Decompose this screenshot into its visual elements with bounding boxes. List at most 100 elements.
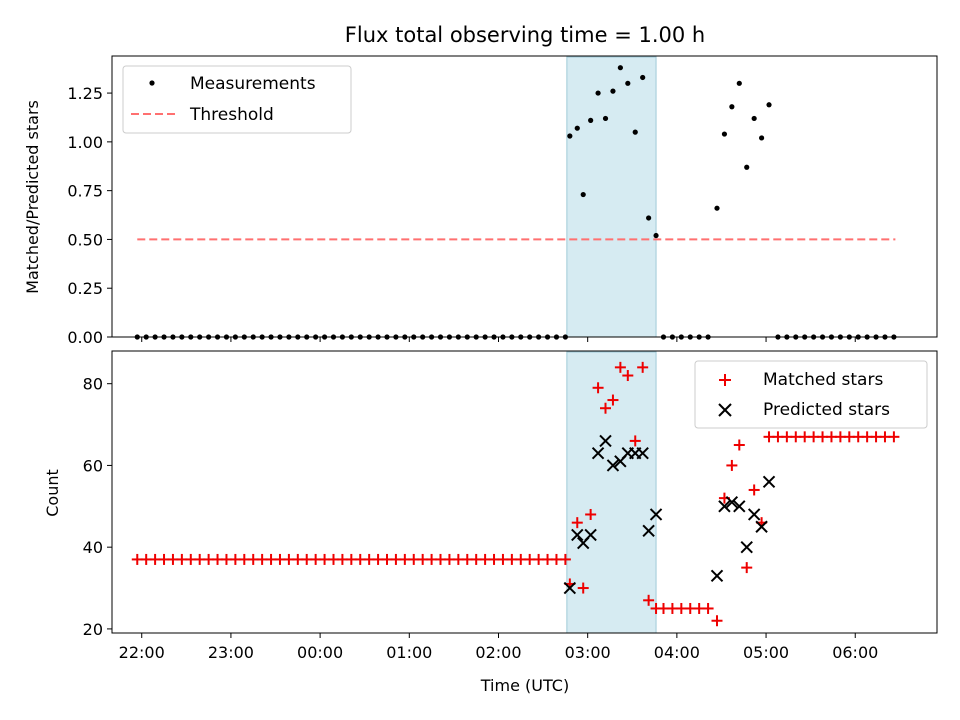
matched-point (702, 602, 714, 614)
matched-point (733, 439, 745, 451)
measurement-point (588, 117, 594, 123)
predicted-point (606, 459, 620, 472)
predicted-point (563, 581, 577, 595)
matched-point (600, 402, 612, 414)
top-y-tick-label: 0.00 (67, 328, 103, 347)
measurement-point (595, 90, 601, 96)
matched-point (711, 615, 723, 627)
predicted-point (733, 500, 746, 513)
matched-point (559, 553, 571, 565)
measurement-point (580, 191, 586, 198)
top-y-tick-label: 1.25 (67, 84, 103, 103)
top-legend: Measurements Threshold (122, 65, 352, 134)
measurement-point (625, 80, 631, 86)
legend-predicted-label: Predicted stars (763, 400, 890, 420)
predicted-point (740, 540, 753, 554)
bottom-y-tick-label: 20 (83, 620, 103, 639)
legend-measurements-label: Measurements (190, 74, 316, 94)
matched-point (637, 361, 649, 373)
bottom-y-tick-label: 80 (83, 375, 103, 394)
chart-title: Flux total observing time = 1.00 h (345, 23, 705, 47)
legend-matched-marker (719, 374, 731, 386)
measurement-point (567, 133, 573, 139)
legend-threshold-label: Threshold (189, 105, 274, 125)
x-tick-label: 01:00 (386, 643, 432, 662)
measurement-point (766, 102, 772, 108)
legend-measurement-marker (149, 80, 155, 86)
measurement-point (729, 104, 735, 110)
predicted-point (710, 569, 724, 582)
bottom-y-ticks: 20 40 60 80 (83, 375, 112, 639)
predicted-point (755, 520, 768, 533)
x-tick-label: 06:00 (832, 643, 878, 662)
matched-point (577, 582, 589, 594)
predicted-point (747, 508, 761, 521)
matched-point (726, 459, 738, 471)
measurement-point (610, 88, 616, 94)
predicted-point (642, 524, 655, 538)
matched-point (607, 394, 619, 406)
measurement-point (602, 115, 609, 122)
predicted-point (636, 446, 649, 460)
bottom-plot-frame (111, 350, 938, 634)
top-x-ticks (141, 337, 856, 342)
matched-point (614, 361, 626, 373)
matched-point (741, 562, 753, 574)
x-tick-label: 02:00 (475, 643, 521, 662)
matched-points (131, 361, 900, 627)
x-tick-label: 04:00 (654, 643, 700, 662)
bottom-panel: 20 40 60 80 22:00 23:00 00:00 01:00 02:00 03:00 0… (43, 350, 938, 695)
top-legend-box (122, 65, 352, 134)
predicted-point (599, 434, 612, 448)
measurement-point (744, 164, 750, 170)
matched-point (585, 508, 597, 520)
predicted-point (718, 500, 731, 513)
measurement-point (617, 65, 623, 71)
measurement-point (714, 205, 720, 211)
bottom-x-ticks: 22:00 23:00 00:00 01:00 02:00 03:00 04:00 05:00… (119, 633, 878, 662)
top-y-tick-label: 1.00 (67, 133, 103, 152)
matched-point (592, 382, 604, 394)
x-tick-label: 22:00 (119, 643, 165, 662)
predicted-points (563, 434, 776, 595)
top-y-ticks: 0.00 0.25 0.50 0.75 1.00 1.25 (67, 84, 112, 347)
bottom-y-tick-label: 60 (83, 456, 103, 475)
matched-point (888, 431, 900, 443)
top-y-axis-label: Matched/Predicted stars (23, 100, 42, 294)
matched-point (571, 517, 583, 529)
measurement-point (632, 129, 638, 135)
top-y-tick-label: 0.25 (67, 279, 103, 298)
measurement-point (640, 74, 646, 81)
bottom-highlight-span (566, 351, 657, 634)
top-highlight-span (566, 56, 657, 338)
matched-point (622, 370, 634, 382)
measurement-point (758, 135, 765, 141)
top-panel: 0.00 0.25 0.50 0.75 1.00 1.25 Matched/Predict… (23, 55, 938, 347)
bottom-legend-box (694, 360, 928, 429)
matched-point (629, 435, 641, 447)
predicted-point (591, 446, 605, 460)
x-tick-label: 03:00 (565, 643, 611, 662)
legend-predicted-marker (718, 403, 732, 417)
predicted-point (584, 528, 597, 542)
x-axis-label: Time (UTC) (480, 676, 569, 695)
top-y-tick-label: 0.50 (67, 230, 103, 249)
x-tick-label: 23:00 (208, 643, 254, 662)
top-plot-frame (111, 55, 938, 338)
predicted-point (762, 475, 776, 488)
measurement-point (751, 115, 757, 122)
measurement-point (574, 125, 580, 131)
top-y-tick-label: 0.75 (67, 182, 103, 201)
predicted-point (725, 496, 739, 509)
legend-matched-label: Matched stars (763, 370, 883, 390)
bottom-y-axis-label: Count (43, 469, 62, 517)
matched-point (748, 484, 760, 496)
bottom-y-tick-label: 40 (83, 538, 103, 557)
predicted-point (571, 528, 584, 542)
x-tick-label: 05:00 (743, 643, 789, 662)
matched-point (643, 594, 655, 606)
x-tick-label: 00:00 (297, 643, 343, 662)
predicted-point (649, 508, 663, 521)
measurement-point (721, 131, 728, 137)
